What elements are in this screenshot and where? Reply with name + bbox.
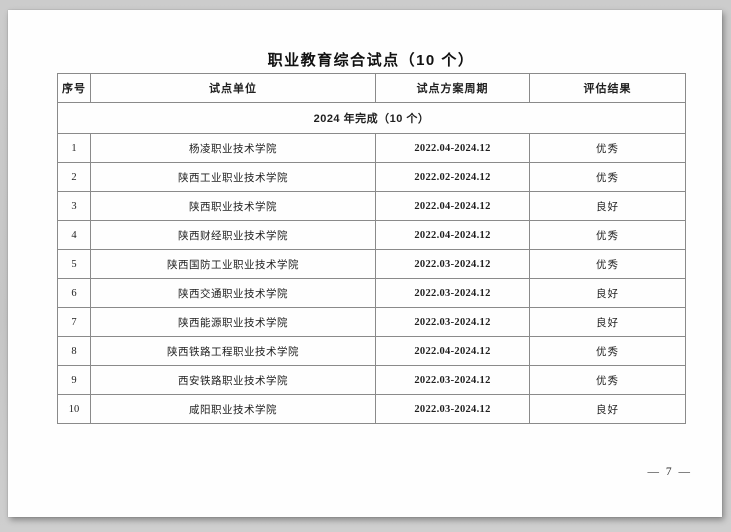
cell-no: 1 <box>57 133 91 163</box>
table-row: 5 陕西国防工业职业技术学院 2022.03-2024.12 优秀 <box>57 249 686 279</box>
cell-period: 2022.03-2024.12 <box>375 278 530 308</box>
cell-period: 2022.02-2024.12 <box>375 162 530 192</box>
cell-no: 5 <box>57 249 91 279</box>
cell-result: 良好 <box>529 278 686 308</box>
cell-result: 优秀 <box>529 336 686 366</box>
cell-unit: 陕西职业技术学院 <box>90 191 376 221</box>
cell-no: 4 <box>57 220 91 250</box>
table-row: 9 西安铁路职业技术学院 2022.03-2024.12 优秀 <box>57 365 686 395</box>
cell-no: 10 <box>57 394 91 424</box>
pilot-program-table: 序号 试点单位 试点方案周期 评估结果 2024 年完成（10 个） 1 杨凌职… <box>57 73 686 424</box>
cell-period: 2022.03-2024.12 <box>375 394 530 424</box>
cell-unit: 咸阳职业技术学院 <box>90 394 376 424</box>
column-header-unit: 试点单位 <box>90 73 376 103</box>
cell-result: 优秀 <box>529 162 686 192</box>
cell-no: 8 <box>57 336 91 366</box>
cell-result: 优秀 <box>529 133 686 163</box>
table-row: 7 陕西能源职业技术学院 2022.03-2024.12 良好 <box>57 307 686 337</box>
cell-no: 2 <box>57 162 91 192</box>
cell-result: 优秀 <box>529 249 686 279</box>
cell-result: 良好 <box>529 191 686 221</box>
table-row: 10 咸阳职业技术学院 2022.03-2024.12 良好 <box>57 394 686 424</box>
table-section-row: 2024 年完成（10 个） <box>57 102 686 134</box>
cell-no: 3 <box>57 191 91 221</box>
cell-no: 7 <box>57 307 91 337</box>
table-row: 4 陕西财经职业技术学院 2022.04-2024.12 优秀 <box>57 220 686 250</box>
cell-no: 6 <box>57 278 91 308</box>
page-title: 职业教育综合试点（10 个） <box>267 52 475 69</box>
table-row: 8 陕西铁路工程职业技术学院 2022.04-2024.12 优秀 <box>57 336 686 366</box>
cell-result: 优秀 <box>529 220 686 250</box>
cell-unit: 陕西交通职业技术学院 <box>90 278 376 308</box>
cell-unit: 陕西工业职业技术学院 <box>90 162 376 192</box>
cell-period: 2022.04-2024.12 <box>375 191 530 221</box>
table-row: 2 陕西工业职业技术学院 2022.02-2024.12 优秀 <box>57 162 686 192</box>
cell-unit: 陕西能源职业技术学院 <box>90 307 376 337</box>
cell-period: 2022.04-2024.12 <box>375 220 530 250</box>
cell-unit: 陕西国防工业职业技术学院 <box>90 249 376 279</box>
table-row: 6 陕西交通职业技术学院 2022.03-2024.12 良好 <box>57 278 686 308</box>
cell-result: 良好 <box>529 307 686 337</box>
column-header-period: 试点方案周期 <box>375 73 530 103</box>
table-header-row: 序号 试点单位 试点方案周期 评估结果 <box>57 73 686 103</box>
table-row: 1 杨凌职业技术学院 2022.04-2024.12 优秀 <box>57 133 686 163</box>
cell-unit: 杨凌职业技术学院 <box>90 133 376 163</box>
cell-period: 2022.03-2024.12 <box>375 249 530 279</box>
page-number: — 7 — <box>647 466 692 478</box>
document-page: 职业教育综合试点（10 个） 序号 试点单位 试点方案周期 评估结果 2024 … <box>8 10 722 517</box>
column-header-result: 评估结果 <box>529 73 686 103</box>
cell-period: 2022.03-2024.12 <box>375 365 530 395</box>
table-row: 3 陕西职业技术学院 2022.04-2024.12 良好 <box>57 191 686 221</box>
cell-result: 优秀 <box>529 365 686 395</box>
cell-result: 良好 <box>529 394 686 424</box>
cell-no: 9 <box>57 365 91 395</box>
cell-period: 2022.03-2024.12 <box>375 307 530 337</box>
cell-unit: 陕西铁路工程职业技术学院 <box>90 336 376 366</box>
cell-unit: 西安铁路职业技术学院 <box>90 365 376 395</box>
cell-period: 2022.04-2024.12 <box>375 133 530 163</box>
cell-period: 2022.04-2024.12 <box>375 336 530 366</box>
column-header-no: 序号 <box>57 73 91 103</box>
cell-unit: 陕西财经职业技术学院 <box>90 220 376 250</box>
section-label: 2024 年完成（10 个） <box>57 102 686 134</box>
